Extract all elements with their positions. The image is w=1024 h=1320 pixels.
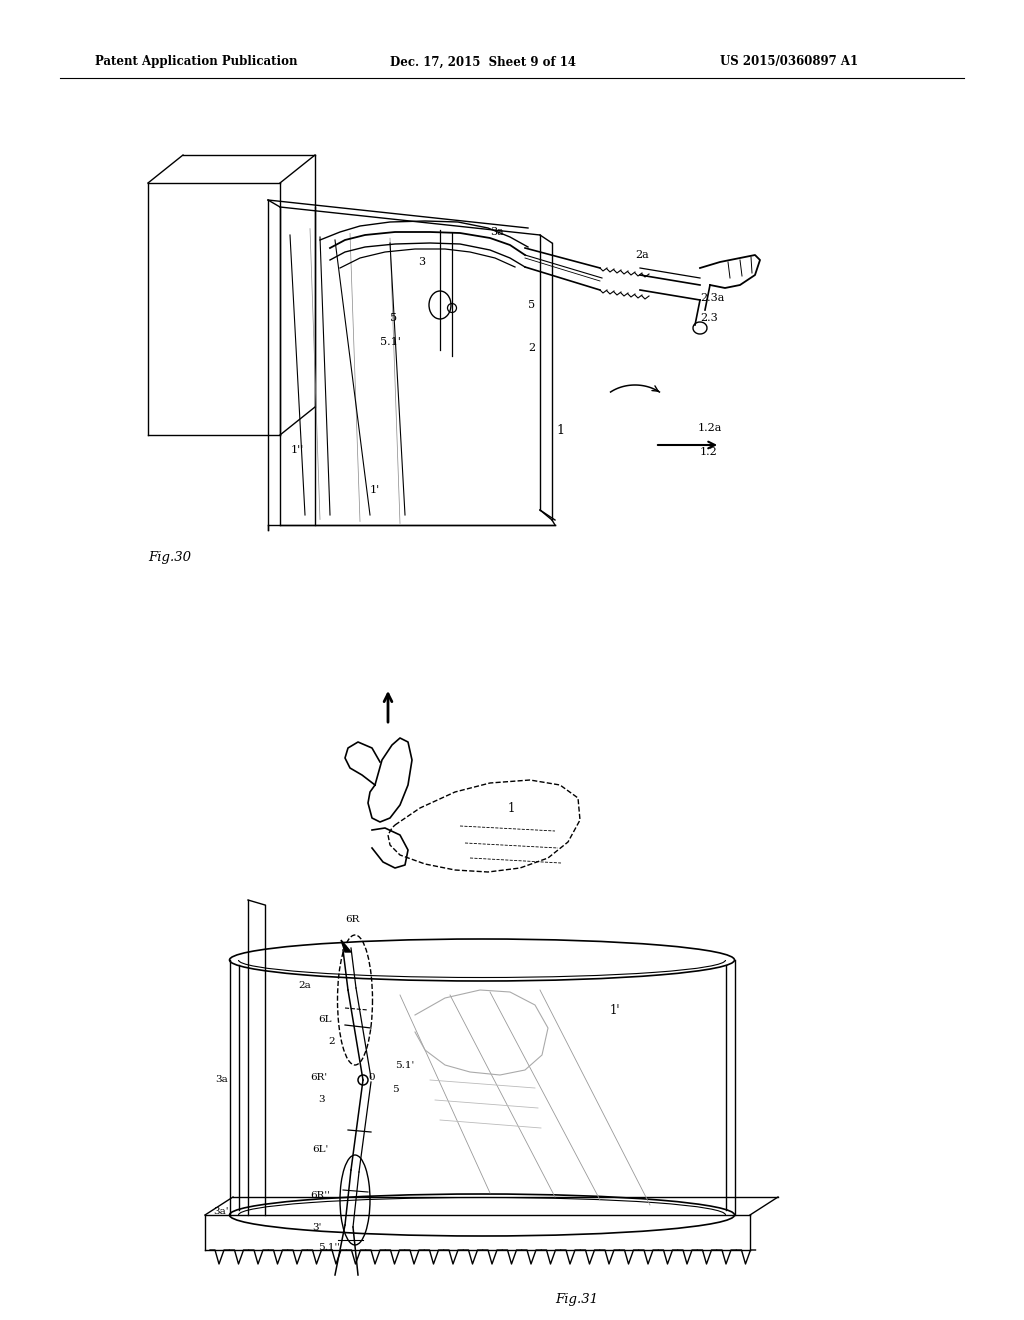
Text: Patent Application Publication: Patent Application Publication [95,55,298,69]
Text: 5: 5 [392,1085,398,1094]
Text: 5.1': 5.1' [395,1060,415,1069]
Text: 3a: 3a [490,227,504,238]
Text: 3a: 3a [215,1076,227,1085]
Text: 2: 2 [528,343,536,352]
Text: 5.1'': 5.1'' [318,1243,340,1253]
Text: 3': 3' [312,1224,322,1233]
Text: 2.3: 2.3 [700,313,718,323]
Text: 1: 1 [508,801,515,814]
Text: 6L: 6L [318,1015,332,1024]
Text: Dec. 17, 2015  Sheet 9 of 14: Dec. 17, 2015 Sheet 9 of 14 [390,55,575,69]
Text: 2: 2 [328,1038,335,1047]
Text: 6R: 6R [345,916,359,924]
Text: 1.2a: 1.2a [698,422,722,433]
Text: 2.3a: 2.3a [700,293,724,304]
Text: 3: 3 [418,257,425,267]
Text: 6R': 6R' [310,1073,327,1082]
Text: 5.1': 5.1' [380,337,400,347]
Text: 6L': 6L' [312,1146,329,1155]
Text: 1': 1' [610,1003,621,1016]
Text: 1: 1 [556,424,564,437]
Text: 1.2: 1.2 [700,447,718,457]
Text: 2a: 2a [635,249,649,260]
Text: 5: 5 [390,313,397,323]
Text: 2a: 2a [298,981,310,990]
Text: 1': 1' [370,484,380,495]
Text: 3a': 3a' [213,1208,228,1217]
Text: 0: 0 [368,1073,375,1082]
Text: 3: 3 [318,1096,325,1105]
Polygon shape [341,940,351,952]
Text: Fig.31: Fig.31 [555,1294,598,1307]
Text: US 2015/0360897 A1: US 2015/0360897 A1 [720,55,858,69]
Text: Fig.30: Fig.30 [148,552,191,565]
Text: 6R'': 6R'' [310,1191,330,1200]
Text: 5: 5 [528,300,536,310]
Text: 1'': 1'' [291,445,304,455]
